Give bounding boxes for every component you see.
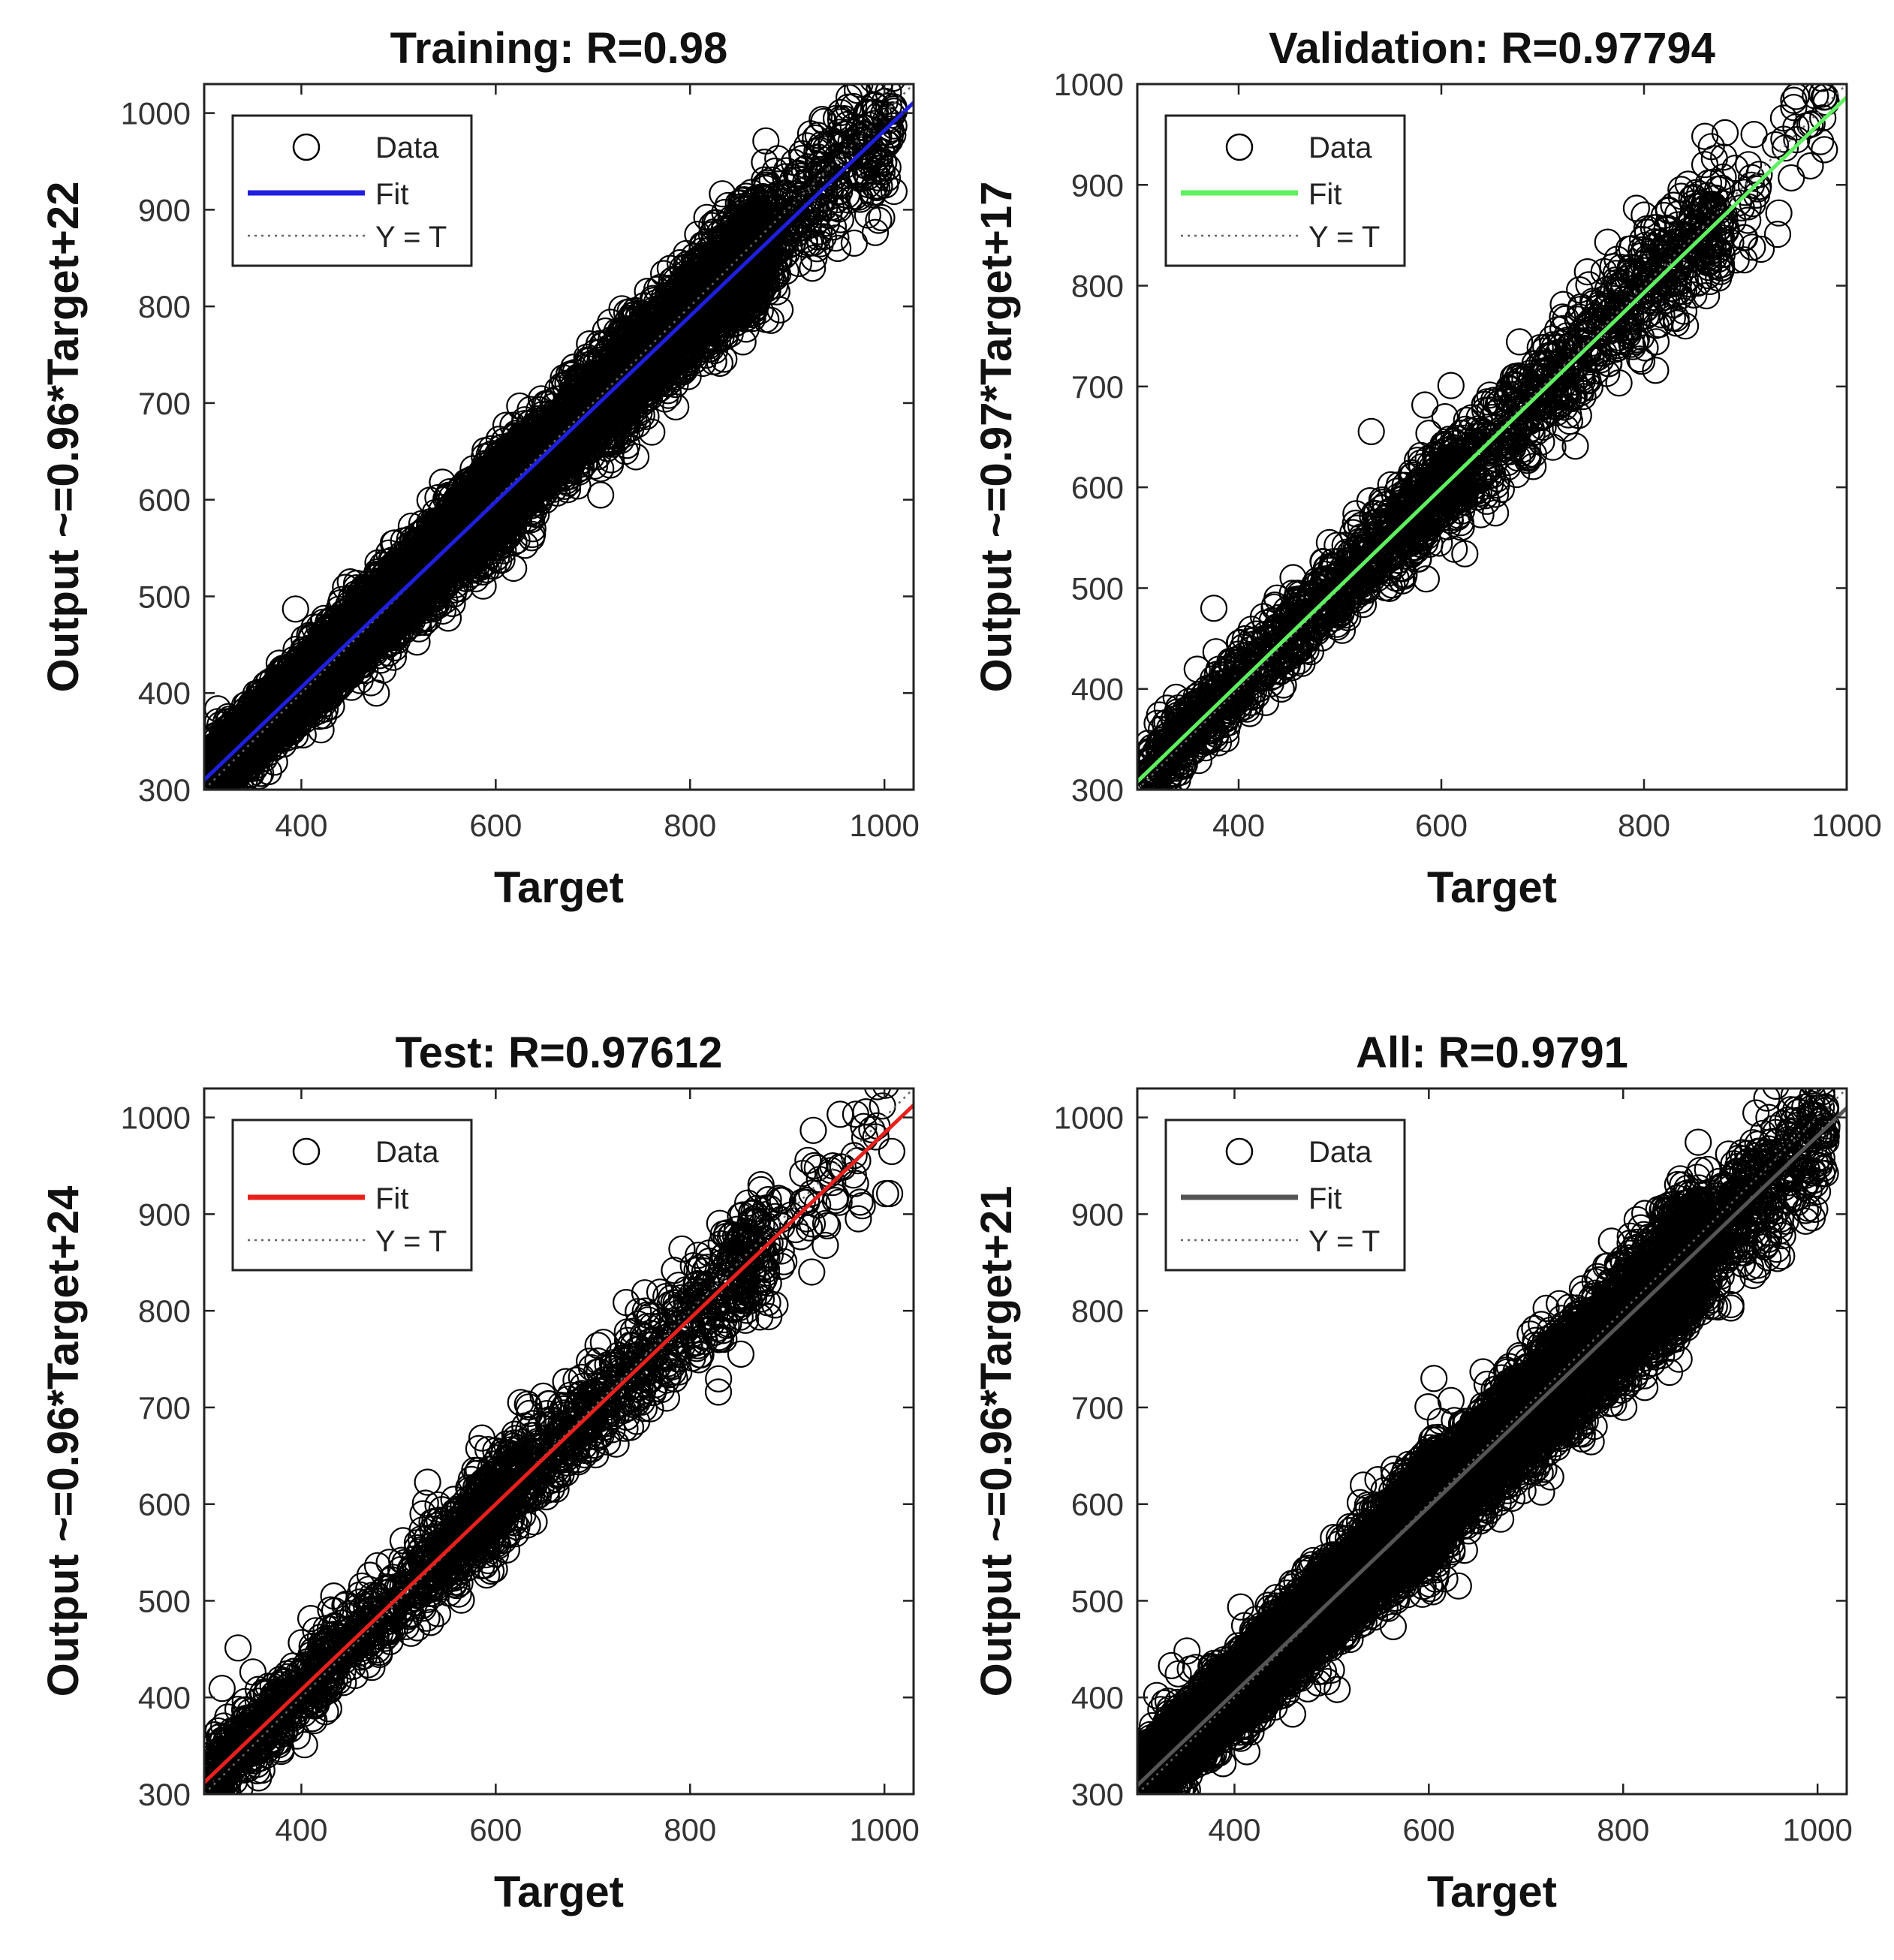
data-point bbox=[429, 468, 456, 496]
data-point bbox=[800, 244, 828, 272]
chart-title: Training: R=0.98 bbox=[390, 24, 728, 73]
data-point bbox=[215, 791, 240, 817]
data-point bbox=[709, 180, 736, 208]
data-point bbox=[517, 524, 546, 552]
data-points bbox=[204, 84, 908, 817]
data-point bbox=[693, 203, 721, 231]
data-point bbox=[868, 203, 896, 231]
data-point bbox=[282, 595, 309, 623]
